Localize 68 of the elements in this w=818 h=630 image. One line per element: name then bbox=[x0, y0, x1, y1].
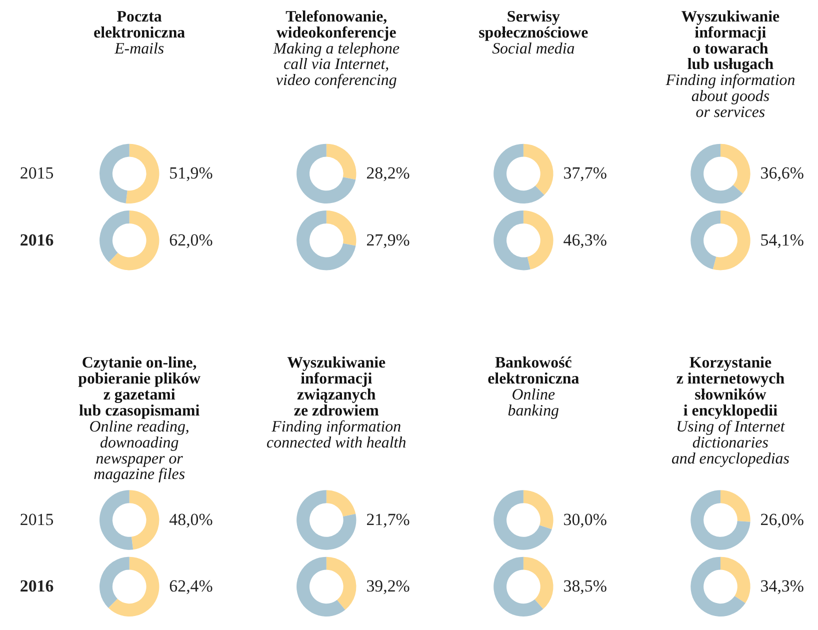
data-label: 34,3% bbox=[760, 576, 804, 596]
data-label: 36,6% bbox=[760, 164, 804, 183]
data-label: 46,3% bbox=[563, 230, 607, 250]
chart-subtitle: Social media bbox=[492, 40, 575, 58]
data-label: 37,7% bbox=[563, 164, 607, 183]
donut-slice bbox=[494, 556, 544, 616]
donut-slice bbox=[690, 210, 720, 270]
donut-slice bbox=[108, 556, 160, 617]
text: 2015 bbox=[20, 510, 54, 529]
donut-slice bbox=[296, 556, 346, 616]
donut-slice bbox=[720, 556, 750, 604]
donut-slice bbox=[100, 490, 134, 550]
data-label: 48,0% bbox=[169, 510, 213, 529]
chart-subtitle: Finding information about goods or services bbox=[664, 72, 796, 121]
data-label: 54,1% bbox=[760, 230, 804, 250]
donut-slice bbox=[100, 556, 130, 608]
donut-slice bbox=[129, 490, 160, 550]
donut-slice bbox=[523, 210, 554, 270]
donut-slice bbox=[712, 210, 750, 270]
chart-subtitle: Finding information connected with health bbox=[266, 418, 406, 452]
text: 2016 bbox=[20, 576, 54, 596]
data-label: 39,2% bbox=[366, 576, 410, 596]
donut-slice bbox=[523, 490, 554, 530]
donut-slice bbox=[523, 144, 554, 196]
donut-slice bbox=[690, 556, 746, 616]
donut-slice bbox=[296, 210, 356, 270]
chart-title: Wyszukiwanie informacji związanych ze zdrowiem bbox=[287, 354, 386, 420]
donut-slice bbox=[100, 144, 130, 204]
chart-title: Korzystanie z internetowych słowników i encyklopedii bbox=[676, 354, 785, 420]
donut-slice bbox=[296, 490, 356, 550]
donut-slice bbox=[494, 210, 530, 270]
chart-subtitle: Online reading, downoading newspaper or magazine files bbox=[89, 418, 190, 484]
text: 2015 bbox=[20, 164, 54, 183]
chart-title: Wyszukiwanie informacji o towarach lub usługach bbox=[681, 8, 780, 74]
donut-slice bbox=[690, 490, 750, 550]
data-label: 21,7% bbox=[366, 510, 410, 529]
donut-slice bbox=[494, 144, 544, 204]
donut-slice bbox=[326, 490, 356, 517]
donut-slice bbox=[126, 144, 160, 204]
data-label: 62,0% bbox=[169, 230, 213, 250]
data-label: 51,9% bbox=[169, 164, 213, 183]
data-label: 62,4% bbox=[169, 576, 213, 596]
data-label: 38,5% bbox=[563, 576, 607, 596]
data-label: 30,0% bbox=[563, 510, 607, 529]
data-label: 27,9% bbox=[366, 230, 410, 250]
chart-subtitle: E-mails bbox=[114, 40, 164, 58]
donut-slice bbox=[326, 144, 356, 180]
chart-title: Poczta elektroniczna bbox=[94, 8, 186, 42]
data-label: 28,2% bbox=[366, 164, 410, 183]
donut-slice bbox=[296, 144, 356, 204]
chart-subtitle: Using of Internet dictionaries and encyclopedias bbox=[671, 418, 790, 468]
donut-slice bbox=[108, 210, 160, 270]
data-label: 26,0% bbox=[760, 510, 804, 529]
donut-slice bbox=[326, 210, 356, 246]
donut-slice bbox=[523, 556, 554, 610]
donut-slice bbox=[494, 490, 552, 550]
text: 2016 bbox=[20, 230, 54, 250]
donut-slice bbox=[720, 144, 750, 194]
donut-slice bbox=[326, 556, 356, 610]
chart-title: Serwisy społecznościowe bbox=[478, 8, 588, 42]
chart-title: Bankowość elektroniczna bbox=[488, 354, 580, 388]
chart-title: Czytanie on-line, pobieranie plików z gazetami lub czasopismami bbox=[78, 354, 202, 420]
chart-title: Telefonowanie, wideokonferencje bbox=[276, 8, 396, 42]
chart-subtitle: Online banking bbox=[508, 386, 560, 420]
chart-subtitle: Making a telephone call via Internet, video conferencing bbox=[272, 40, 400, 90]
donut-slice bbox=[690, 144, 743, 204]
donut-slice bbox=[720, 490, 750, 522]
donut-slice bbox=[100, 210, 130, 262]
